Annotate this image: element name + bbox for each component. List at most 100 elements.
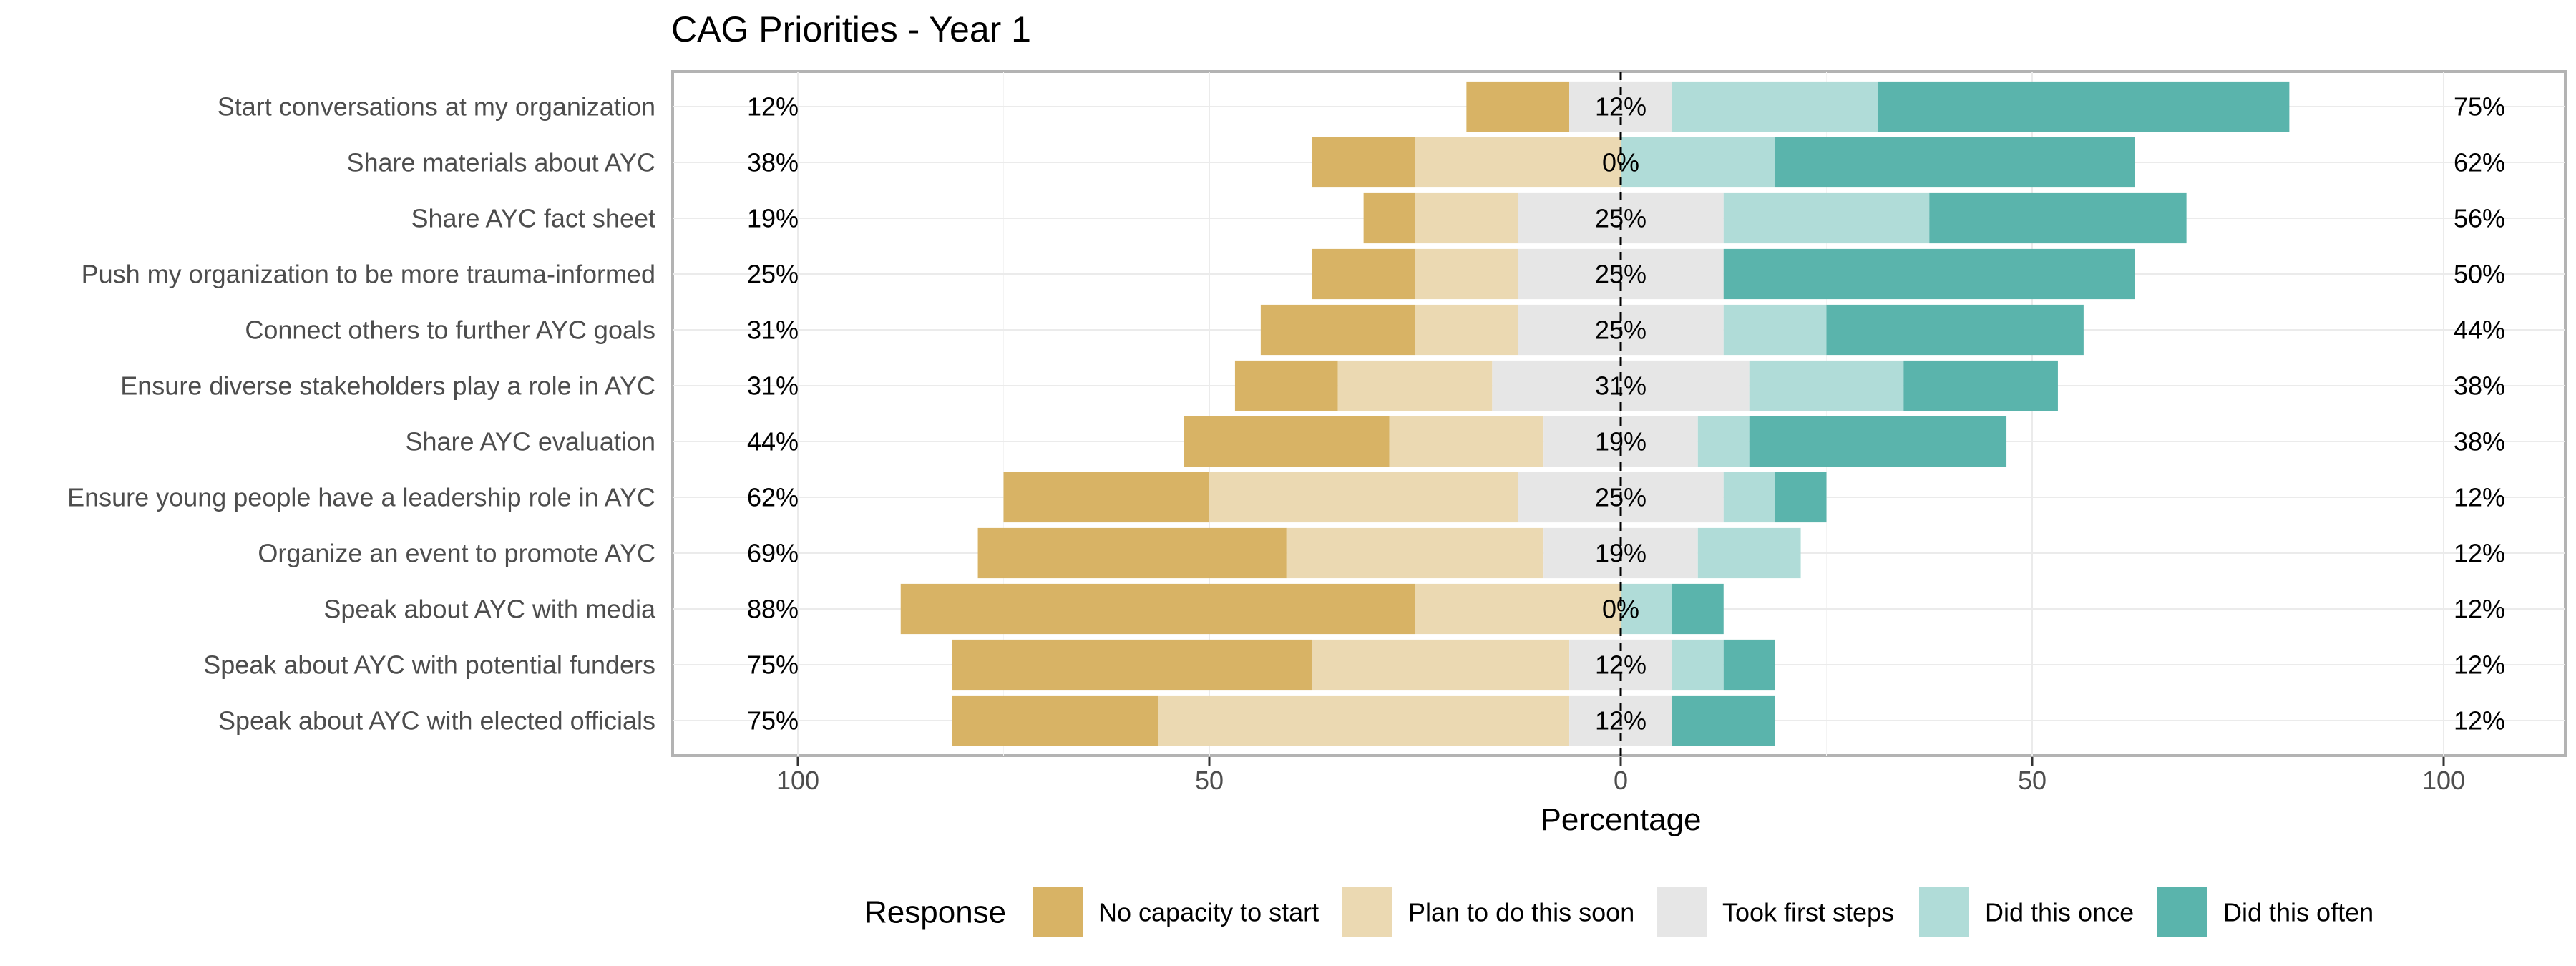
- left-percent-label: 31%: [747, 371, 799, 401]
- left-percent-label: 75%: [747, 650, 799, 680]
- bar-segment: [1697, 416, 1750, 467]
- legend-label: No capacity to start: [1098, 898, 1319, 927]
- legend-label: Plan to do this soon: [1408, 898, 1634, 927]
- category-label: Connect others to further AYC goals: [245, 316, 655, 345]
- x-axis: 100 50 0 50 100: [776, 757, 2465, 795]
- bar-segment: [1466, 81, 1570, 132]
- bar-segment: [1518, 192, 1724, 244]
- bar-segment: [1697, 527, 1801, 579]
- legend-label: Did this often: [2223, 898, 2373, 927]
- left-percent-label: 88%: [747, 595, 799, 624]
- bar-segment: [1209, 472, 1518, 523]
- bar-segment: [1903, 360, 2058, 411]
- right-percent-label: 44%: [2454, 316, 2505, 345]
- bar-segment: [1337, 360, 1493, 411]
- center-percent-label: 12%: [1595, 92, 1646, 122]
- legend-swatch: [1919, 887, 1969, 937]
- bar-segment: [1312, 137, 1415, 188]
- x-tick-label: 100: [2422, 766, 2465, 795]
- left-percent-label: 38%: [747, 148, 799, 177]
- bar-segment: [1389, 416, 1544, 467]
- bar-segment: [1286, 527, 1544, 579]
- bar-segment: [977, 527, 1287, 579]
- category-label: Organize an event to promote AYC: [258, 539, 655, 568]
- bar-segment: [1621, 137, 1775, 188]
- right-percent-label: 56%: [2454, 204, 2505, 233]
- center-percent-label: 19%: [1595, 539, 1646, 568]
- category-label: Push my organization to be more trauma-i…: [82, 260, 655, 289]
- right-percent-label: 38%: [2454, 371, 2505, 401]
- category-label: Share materials about AYC: [346, 148, 655, 177]
- bar-segment: [1672, 81, 1878, 132]
- bar-segment: [1672, 695, 1775, 746]
- left-percent-label: 69%: [747, 539, 799, 568]
- left-percent-label: 25%: [747, 260, 799, 289]
- bar-segment: [1749, 360, 1904, 411]
- x-tick-label: 50: [1195, 766, 1224, 795]
- chart-title: CAG Priorities - Year 1: [671, 9, 1031, 49]
- legend-swatch: [1657, 887, 1707, 937]
- bar-segment: [900, 583, 1415, 635]
- bar-segment: [1415, 304, 1518, 356]
- right-percent-label: 12%: [2454, 706, 2505, 736]
- category-label: Speak about AYC with elected officials: [218, 706, 655, 736]
- category-label: Ensure young people have a leadership ro…: [67, 483, 655, 512]
- right-percent-label: 12%: [2454, 539, 2505, 568]
- center-percent-label: 25%: [1595, 260, 1646, 289]
- bar-segment: [1723, 192, 1930, 244]
- category-label: Share AYC evaluation: [405, 427, 655, 457]
- center-percent-label: 0%: [1602, 595, 1639, 624]
- category-label: Ensure diverse stakeholders play a role …: [120, 371, 655, 401]
- bars-layer: [900, 81, 2290, 746]
- x-tick-label: 50: [2018, 766, 2046, 795]
- center-percent-label: 25%: [1595, 316, 1646, 345]
- labels-layer: Start conversations at my organization 12…: [67, 92, 2505, 736]
- legend-label: Did this once: [1985, 898, 2134, 927]
- bar-segment: [1723, 472, 1775, 523]
- x-axis-title: Percentage: [1540, 802, 1701, 837]
- bar-segment: [1415, 137, 1621, 188]
- bar-segment: [1723, 304, 1827, 356]
- right-percent-label: 38%: [2454, 427, 2505, 457]
- plot-panel-border: [671, 70, 2567, 757]
- legend: Response No capacity to start Plan to do t…: [864, 887, 2373, 937]
- bar-segment: [1312, 248, 1415, 300]
- category-label: Speak about AYC with media: [323, 595, 656, 624]
- bar-segment: [1003, 472, 1209, 523]
- category-label: Start conversations at my organization: [218, 92, 655, 122]
- right-percent-label: 12%: [2454, 595, 2505, 624]
- left-percent-label: 62%: [747, 483, 799, 512]
- legend-label: Took first steps: [1722, 898, 1894, 927]
- right-percent-label: 75%: [2454, 92, 2505, 122]
- center-percent-label: 19%: [1595, 427, 1646, 457]
- center-percent-label: 25%: [1595, 204, 1646, 233]
- bar-segment: [1312, 639, 1570, 691]
- bar-segment: [1234, 360, 1338, 411]
- category-label: Speak about AYC with potential funders: [203, 650, 655, 680]
- category-label: Share AYC fact sheet: [411, 204, 655, 233]
- bar-segment: [1363, 192, 1415, 244]
- bar-segment: [1415, 583, 1621, 635]
- center-percent-label: 12%: [1595, 706, 1646, 736]
- right-percent-label: 50%: [2454, 260, 2505, 289]
- bar-segment: [1672, 583, 1724, 635]
- center-percent-label: 0%: [1602, 148, 1639, 177]
- bar-segment: [1621, 583, 1672, 635]
- bar-segment: [1749, 416, 2007, 467]
- bar-segment: [1184, 416, 1390, 467]
- bar-segment: [1775, 137, 2135, 188]
- right-percent-label: 62%: [2454, 148, 2505, 177]
- bar-segment: [1723, 248, 2135, 300]
- x-tick-label: 0: [1614, 766, 1628, 795]
- bar-segment: [1929, 192, 2187, 244]
- bar-segment: [1826, 304, 2084, 356]
- left-percent-label: 44%: [747, 427, 799, 457]
- bar-segment: [1158, 695, 1570, 746]
- center-percent-label: 12%: [1595, 650, 1646, 680]
- left-percent-label: 19%: [747, 204, 799, 233]
- legend-swatch: [2157, 887, 2207, 937]
- right-percent-label: 12%: [2454, 650, 2505, 680]
- center-percent-label: 25%: [1595, 483, 1646, 512]
- bar-segment: [952, 639, 1312, 691]
